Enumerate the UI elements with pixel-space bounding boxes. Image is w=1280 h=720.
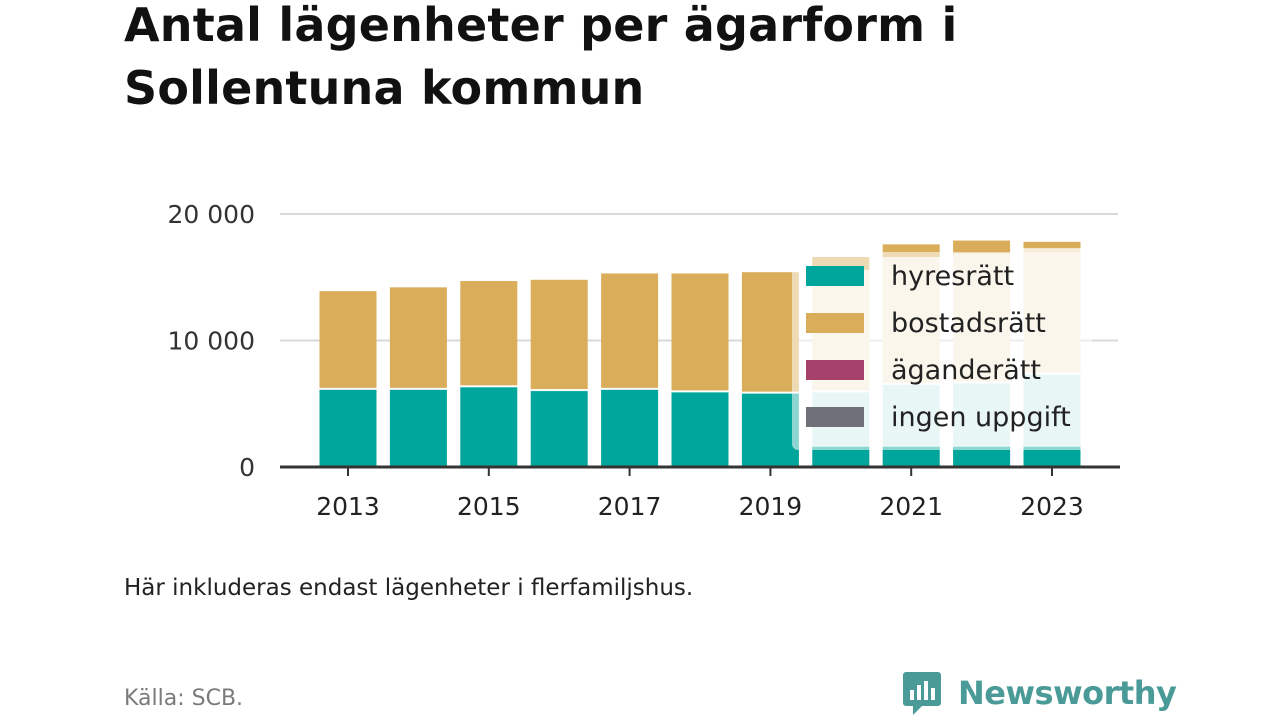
bar-hyresratt <box>882 446 940 467</box>
bar-hyresratt <box>530 391 588 467</box>
bar-hyresratt <box>812 446 870 467</box>
legend-box <box>792 252 1092 450</box>
legend-label: bostadsrätt <box>891 308 1046 339</box>
x-tick-label: 2015 <box>457 492 521 521</box>
x-tick-label: 2019 <box>739 492 803 521</box>
brand-name: Newsworthy <box>958 674 1177 712</box>
chart-title: Antal lägenheter per ägarform i Sollentu… <box>124 0 958 115</box>
x-tick-label: 2021 <box>879 492 943 521</box>
x-tick-label: 2023 <box>1020 492 1084 521</box>
chart-note: Här inkluderas endast lägenheter i flerf… <box>124 575 694 601</box>
legend: hyresrätt bostadsrätt äganderätt ingen uppg… <box>792 252 1092 450</box>
stacked-bar-chart: 0 10 000 20 000 2013 2015 2017 2019 2021 2023 hy… <box>168 200 1120 521</box>
bar-bostadsratt <box>460 281 518 386</box>
legend-label: hyresrätt <box>891 261 1014 292</box>
bar-bostadsratt <box>1023 241 1081 249</box>
legend-label: äganderätt <box>891 355 1041 386</box>
bar-bostadsratt <box>319 291 377 388</box>
legend-swatch <box>806 407 864 427</box>
bar-hyresratt <box>319 389 377 467</box>
legend-swatch <box>806 266 864 286</box>
bar-hyresratt <box>389 389 447 467</box>
source-text: Källa: SCB. <box>124 686 244 711</box>
bar-bostadsratt <box>953 240 1011 254</box>
legend-swatch <box>806 360 864 380</box>
brand-logo[interactable]: Newsworthy <box>902 670 1177 716</box>
bar-bostadsratt <box>671 273 729 391</box>
bar-bostadsratt <box>601 273 659 388</box>
bar-hyresratt <box>460 387 518 467</box>
legend-label: ingen uppgift <box>891 402 1071 433</box>
y-tick-label: 0 <box>239 453 255 482</box>
axes: 0 10 000 20 000 2013 2015 2017 2019 2021 2023 <box>168 200 1120 521</box>
bar-bostadsratt <box>530 279 588 390</box>
bar-hyresratt <box>741 393 799 467</box>
bar-bostadsratt <box>741 272 799 392</box>
bar-chart-speech-bubble-icon <box>903 672 941 715</box>
bar-hyresratt <box>1023 446 1081 467</box>
x-tick-label: 2017 <box>598 492 662 521</box>
x-tick-label: 2013 <box>316 492 380 521</box>
bar-hyresratt <box>671 392 729 467</box>
legend-swatch <box>806 313 864 333</box>
bar-bostadsratt <box>389 287 447 388</box>
bar-hyresratt <box>953 446 1011 467</box>
y-tick-label: 20 000 <box>168 200 255 229</box>
bar-hyresratt <box>601 389 659 467</box>
y-tick-label: 10 000 <box>168 327 255 356</box>
